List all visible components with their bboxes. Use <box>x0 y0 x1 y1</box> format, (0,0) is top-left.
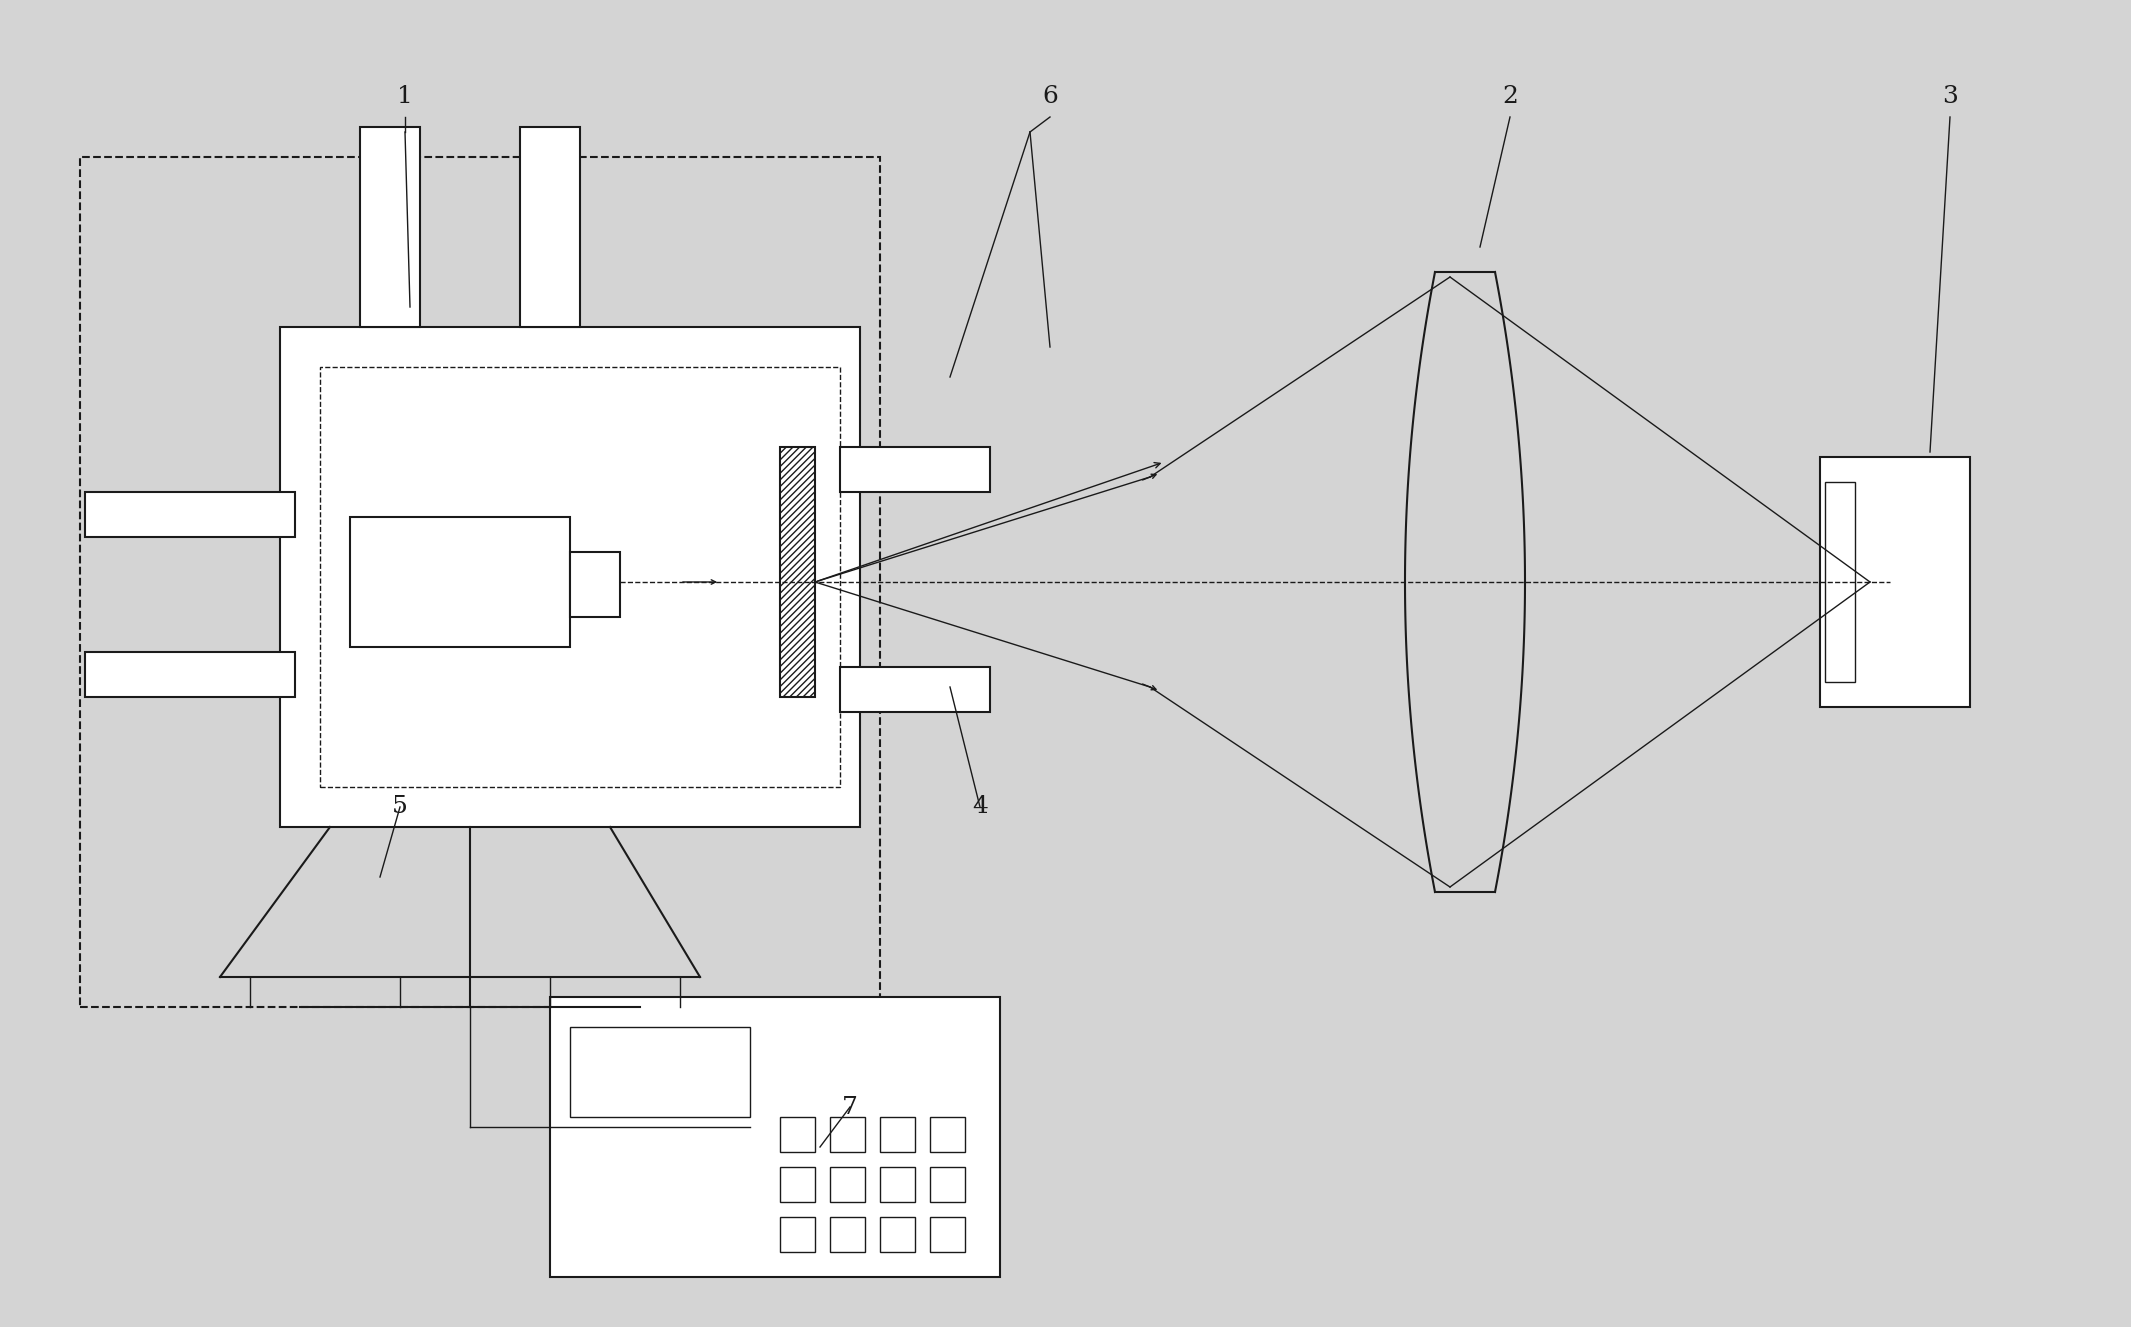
Text: 5: 5 <box>392 795 407 819</box>
Bar <box>360 127 420 326</box>
Text: 1: 1 <box>396 85 413 109</box>
Bar <box>81 157 880 1007</box>
Bar <box>1820 456 1969 707</box>
Text: 7: 7 <box>842 1096 859 1119</box>
Bar <box>780 1117 814 1152</box>
Bar <box>929 1166 965 1202</box>
Bar <box>1824 482 1854 682</box>
Text: 2: 2 <box>1502 85 1517 109</box>
Bar <box>780 1217 814 1251</box>
Bar <box>829 1166 865 1202</box>
Bar <box>349 518 569 648</box>
Bar <box>929 1217 965 1251</box>
Bar <box>320 368 840 787</box>
Bar <box>840 447 991 492</box>
Bar <box>840 667 991 713</box>
Text: 6: 6 <box>1042 85 1057 109</box>
Bar <box>279 326 861 827</box>
Bar <box>550 997 999 1277</box>
Bar <box>780 447 814 697</box>
Bar <box>880 1117 914 1152</box>
Bar <box>829 1117 865 1152</box>
Text: 3: 3 <box>1941 85 1958 109</box>
Bar <box>880 1166 914 1202</box>
Bar <box>85 652 294 697</box>
Bar <box>880 1217 914 1251</box>
Text: 4: 4 <box>972 795 989 819</box>
Bar <box>520 127 580 326</box>
Bar <box>569 1027 750 1117</box>
Bar <box>569 552 620 617</box>
Bar <box>929 1117 965 1152</box>
Bar <box>85 492 294 537</box>
Bar <box>780 1166 814 1202</box>
Bar <box>829 1217 865 1251</box>
